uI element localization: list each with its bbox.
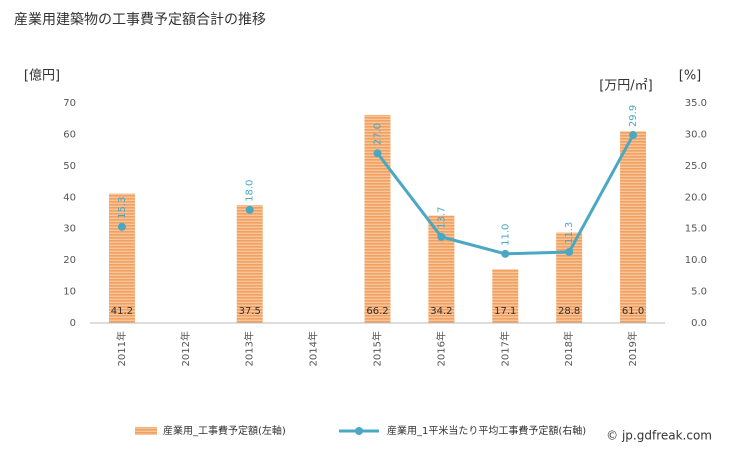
y2-tick-label: 20.0 [685, 192, 707, 203]
y2-tick-label: 15.0 [685, 224, 707, 235]
line-point [501, 249, 510, 258]
bar [108, 193, 135, 323]
line-value-label: 18.0 [245, 180, 256, 202]
y-tick-label: 0 [70, 318, 76, 329]
y-tick-label: 20 [63, 255, 76, 266]
chart-title: 産業用建築物の工事費予定額合計の推移 [14, 12, 266, 28]
x-tick-label: 2017年 [498, 331, 511, 366]
legend-label: 産業用_工事費予定額(左軸) [163, 424, 286, 437]
line-point [245, 205, 254, 214]
legend-swatch [135, 427, 157, 435]
bar-value-label: 34.2 [430, 306, 452, 317]
bar [492, 269, 519, 323]
y-tick-label: 30 [63, 224, 76, 235]
bar [556, 232, 583, 323]
y-tick-label: 70 [63, 98, 76, 109]
y2-tick-label: 35.0 [685, 98, 707, 109]
y-tick-label: 50 [63, 161, 76, 172]
source: © jp.gdfreak.com [606, 429, 712, 443]
y2-tick-label: 25.0 [685, 161, 707, 172]
line-value-label: 11.3 [564, 222, 575, 244]
bar-value-label: 28.8 [558, 306, 580, 317]
y-tick-label: 60 [63, 129, 76, 140]
x-tick-label: 2016年 [434, 331, 447, 366]
x-tick-label: 2015年 [371, 331, 384, 366]
y2-axis-label: [万円/㎡] [599, 79, 653, 94]
line-value-label: 13.7 [436, 207, 447, 229]
y2-axis-label-alt: [%] [679, 69, 702, 84]
line-point [373, 149, 382, 158]
bar [620, 131, 647, 323]
legend-label: 産業用_1平米当たり平均工事費予定額(右軸) [387, 424, 586, 437]
bar [236, 205, 263, 323]
line-value-label: 29.9 [628, 105, 639, 127]
x-tick-label: 2011年 [115, 331, 128, 366]
bar-value-label: 61.0 [622, 306, 644, 317]
x-tick-label: 2019年 [626, 331, 639, 366]
y-axis-label: [億円] [24, 68, 60, 84]
line-value-label: 15.3 [117, 197, 128, 219]
y2-tick-label: 5.0 [691, 287, 707, 298]
bar-value-label: 17.1 [494, 306, 516, 317]
legend-swatch [355, 427, 363, 435]
y-tick-label: 10 [63, 287, 76, 298]
y2-tick-label: 10.0 [685, 255, 707, 266]
y-tick-label: 40 [63, 192, 76, 203]
x-tick-label: 2013年 [243, 331, 256, 366]
line-point [565, 247, 574, 256]
bar-value-label: 37.5 [239, 306, 261, 317]
line-value-label: 11.0 [500, 224, 511, 246]
x-tick-label: 2012年 [179, 331, 192, 366]
y2-tick-label: 30.0 [685, 129, 707, 140]
bar-value-label: 66.2 [366, 306, 388, 317]
line-point [629, 131, 638, 140]
line-point [117, 222, 126, 231]
line-value-label: 27.0 [373, 123, 384, 145]
line-point [437, 232, 446, 241]
y2-tick-label: 0.0 [691, 318, 707, 329]
x-tick-label: 2014年 [307, 331, 320, 366]
x-tick-label: 2018年 [562, 331, 575, 366]
bar-value-label: 41.2 [111, 306, 133, 317]
